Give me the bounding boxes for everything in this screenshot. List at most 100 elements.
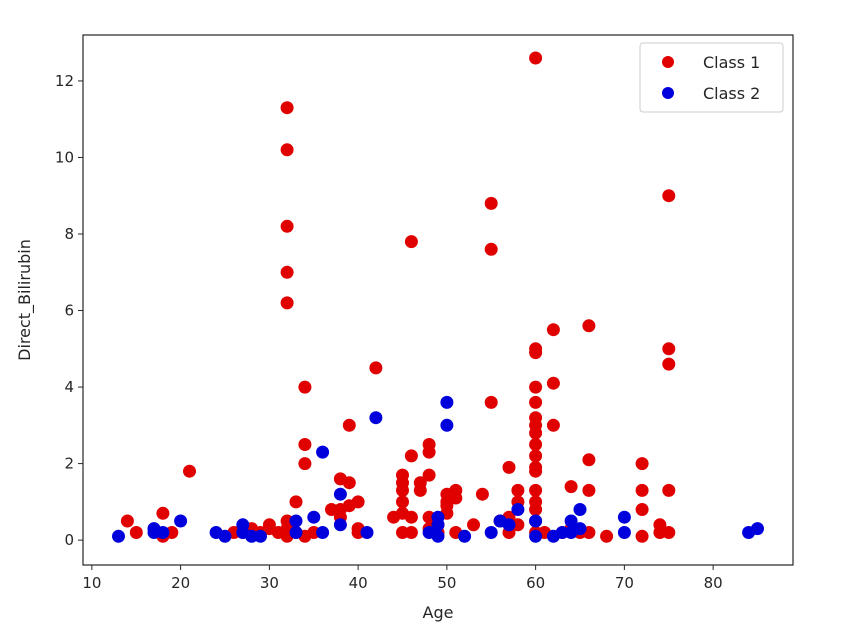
point-class-1-104 xyxy=(582,319,596,333)
point-class-2-22 xyxy=(431,518,445,532)
plot-frame xyxy=(82,34,794,566)
point-class-1-83 xyxy=(529,395,543,409)
point-class-1-54 xyxy=(422,445,436,459)
point-class-1-99 xyxy=(546,418,560,432)
point-class-1-65 xyxy=(449,491,463,505)
point-class-2-3 xyxy=(156,526,170,539)
point-class-1-117 xyxy=(662,357,676,371)
point-class-1-98 xyxy=(546,376,560,390)
point-class-1-108 xyxy=(600,529,614,543)
point-class-2-25 xyxy=(440,418,454,432)
point-class-1-69 xyxy=(484,196,498,210)
y-tick-label: 10 xyxy=(55,148,74,166)
point-class-1-88 xyxy=(529,449,543,463)
x-axis-label: Age xyxy=(423,603,454,622)
point-class-1-67 xyxy=(467,518,480,532)
x-tick-label: 80 xyxy=(704,574,723,592)
point-class-2-42 xyxy=(751,522,764,536)
point-class-2-31 xyxy=(529,514,543,528)
point-class-1-50 xyxy=(404,526,418,539)
point-class-2-35 xyxy=(564,514,578,528)
point-class-1-16 xyxy=(280,514,294,528)
point-class-2-29 xyxy=(502,518,516,532)
x-axis-ticks: 10 20 30 40 50 60 70 80 xyxy=(82,565,723,592)
point-class-2-15 xyxy=(316,526,330,539)
point-class-2-16 xyxy=(333,487,347,501)
point-class-1-76 xyxy=(511,483,525,497)
legend-box xyxy=(639,42,784,113)
y-tick-label: 0 xyxy=(64,531,74,549)
x-tick-label: 20 xyxy=(171,574,190,592)
point-class-1-70 xyxy=(484,242,498,256)
point-class-2-19 xyxy=(369,411,383,425)
point-class-1-18 xyxy=(280,143,294,157)
point-class-1-34 xyxy=(342,476,356,490)
point-class-2-37 xyxy=(573,503,587,516)
point-class-2-27 xyxy=(484,526,498,539)
point-class-1-49 xyxy=(404,510,418,524)
point-class-2-4 xyxy=(174,514,188,528)
point-class-1-73 xyxy=(502,460,516,474)
point-class-1-33 xyxy=(342,418,356,432)
point-class-2-38 xyxy=(573,522,587,536)
point-class-2-11 xyxy=(289,514,303,528)
legend-marker-class-1 xyxy=(662,56,674,68)
point-class-2-17 xyxy=(333,518,347,532)
legend-label-class-2: Class 2 xyxy=(703,84,760,103)
point-class-1-112 xyxy=(635,529,649,543)
point-class-2-24 xyxy=(440,395,454,409)
y-tick-label: 6 xyxy=(64,302,74,320)
x-tick-label: 40 xyxy=(349,574,368,592)
point-class-1-79 xyxy=(529,51,543,65)
point-class-1-2 xyxy=(156,506,170,520)
point-class-1-115 xyxy=(662,189,676,203)
point-class-1-0 xyxy=(120,514,134,528)
point-class-1-43 xyxy=(396,483,409,497)
point-class-1-119 xyxy=(662,526,676,539)
point-class-1-86 xyxy=(529,426,543,440)
point-class-1-105 xyxy=(582,453,596,467)
point-class-1-87 xyxy=(529,438,543,451)
point-class-1-71 xyxy=(484,395,498,409)
point-class-2-13 xyxy=(307,510,321,524)
point-class-1-78 xyxy=(511,518,525,532)
point-class-1-39 xyxy=(369,361,383,375)
point-class-1-19 xyxy=(280,219,294,233)
point-class-1-118 xyxy=(662,483,676,497)
point-class-1-11 xyxy=(262,518,276,532)
x-tick-label: 10 xyxy=(82,574,101,592)
legend: Class 1 Class 2 xyxy=(639,42,784,113)
point-class-1-93 xyxy=(529,503,543,516)
point-class-2-18 xyxy=(360,526,374,539)
point-class-1-68 xyxy=(475,487,489,501)
point-class-1-91 xyxy=(529,483,543,497)
x-tick-label: 30 xyxy=(260,574,279,592)
point-class-1-36 xyxy=(351,495,365,509)
point-class-2-6 xyxy=(218,529,232,543)
legend-marker-class-2 xyxy=(662,87,674,99)
point-class-1-106 xyxy=(582,483,596,497)
point-class-1-46 xyxy=(396,526,409,539)
point-class-1-48 xyxy=(404,449,418,463)
point-class-1-56 xyxy=(422,510,436,524)
point-class-1-4 xyxy=(165,526,179,539)
y-tick-label: 12 xyxy=(55,72,74,90)
point-class-2-30 xyxy=(511,503,525,516)
point-class-1-116 xyxy=(662,342,676,356)
y-tick-label: 8 xyxy=(64,225,74,243)
point-class-2-0 xyxy=(112,529,125,543)
point-class-2-32 xyxy=(529,529,543,543)
y-axis-ticks: 0 2 4 6 8 10 12 xyxy=(55,72,83,549)
point-class-1-52 xyxy=(413,483,427,497)
point-class-2-23 xyxy=(431,529,445,543)
point-class-1-38 xyxy=(351,526,365,539)
point-class-1-111 xyxy=(635,503,649,516)
point-class-1-27 xyxy=(298,457,312,471)
legend-label-class-1: Class 1 xyxy=(703,53,760,72)
point-class-2-12 xyxy=(289,526,303,539)
point-class-2-14 xyxy=(316,445,330,459)
point-class-1-20 xyxy=(280,265,294,279)
point-class-2-2 xyxy=(147,526,161,539)
point-class-1-97 xyxy=(546,323,560,337)
point-class-1-29 xyxy=(325,503,338,516)
